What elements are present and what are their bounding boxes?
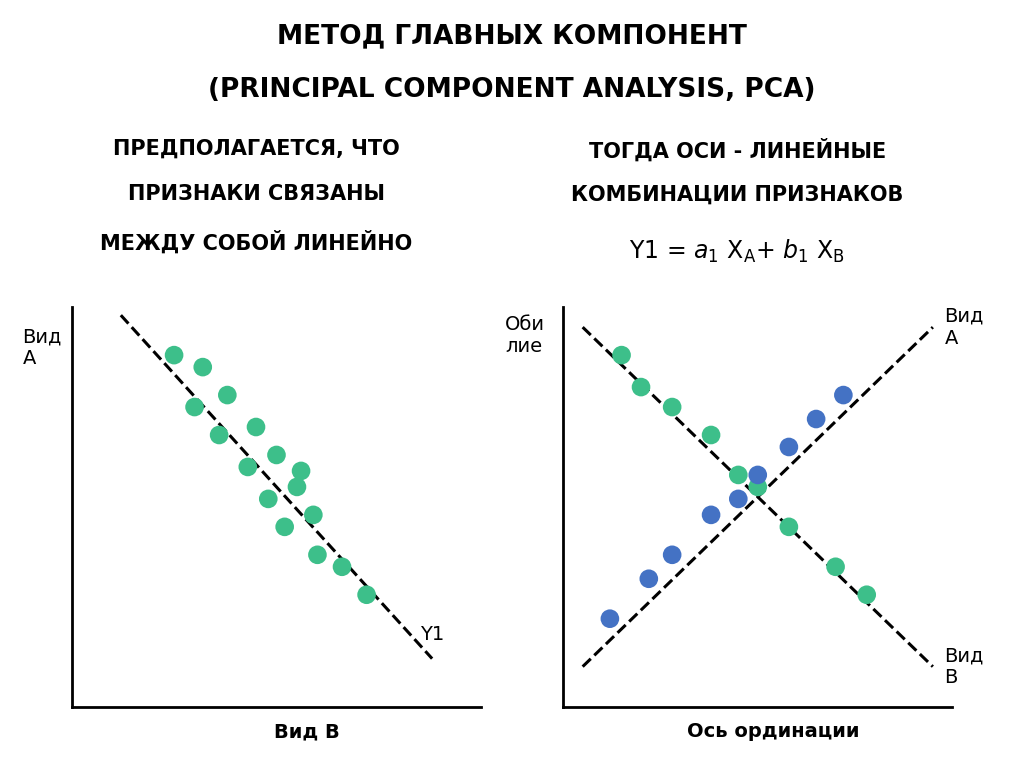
Text: Вид
А: Вид А <box>23 327 61 368</box>
Point <box>334 561 350 573</box>
Point <box>186 401 203 413</box>
Point <box>633 381 649 393</box>
Point <box>248 421 264 433</box>
Point <box>309 548 326 561</box>
Point <box>211 429 227 441</box>
Point <box>664 401 680 413</box>
Text: КОМБИНАЦИИ ПРИЗНАКОВ: КОМБИНАЦИИ ПРИЗНАКОВ <box>571 184 903 204</box>
Point <box>664 548 680 561</box>
Point <box>293 465 309 477</box>
Point <box>641 573 657 585</box>
Point <box>195 361 211 373</box>
Point <box>780 441 797 453</box>
Point <box>260 493 276 505</box>
Point <box>702 508 719 521</box>
Text: Вид
В: Вид В <box>944 646 984 687</box>
Point <box>276 521 293 533</box>
Point <box>613 349 630 361</box>
Point <box>808 413 824 425</box>
Point <box>730 493 746 505</box>
Point <box>305 508 322 521</box>
Point <box>702 429 719 441</box>
Point <box>858 588 874 601</box>
Text: Вид
А: Вид А <box>944 306 984 348</box>
Text: Вид В: Вид В <box>274 722 340 741</box>
Text: Y1: Y1 <box>420 625 444 644</box>
Text: Y1 = $a_1$ X$_\mathrm{A}$+ $b_1$ X$_\mathrm{B}$: Y1 = $a_1$ X$_\mathrm{A}$+ $b_1$ X$_\mat… <box>630 238 845 265</box>
Point <box>836 389 852 401</box>
Point <box>602 613 618 625</box>
Text: Оби
лие: Оби лие <box>505 315 545 356</box>
Text: (PRINCIPAL COMPONENT ANALYSIS, PCA): (PRINCIPAL COMPONENT ANALYSIS, PCA) <box>208 77 816 103</box>
Point <box>750 481 766 493</box>
Point <box>268 449 285 461</box>
Point <box>358 588 375 601</box>
Text: МЕЖДУ СОБОЙ ЛИНЕЙНО: МЕЖДУ СОБОЙ ЛИНЕЙНО <box>100 230 412 253</box>
Text: МЕТОД ГЛАВНЫХ КОМПОНЕНТ: МЕТОД ГЛАВНЫХ КОМПОНЕНТ <box>278 23 746 49</box>
Point <box>289 481 305 493</box>
Text: ТОГДА ОСИ - ЛИНЕЙНЫЕ: ТОГДА ОСИ - ЛИНЕЙНЫЕ <box>589 138 886 161</box>
Point <box>827 561 844 573</box>
Point <box>219 389 236 401</box>
Point <box>730 468 746 481</box>
Point <box>166 349 182 361</box>
Text: ПРЕДПОЛАГАЕТСЯ, ЧТО: ПРЕДПОЛАГАЕТСЯ, ЧТО <box>113 138 399 158</box>
Text: ПРИЗНАКИ СВЯЗАНЫ: ПРИЗНАКИ СВЯЗАНЫ <box>128 184 384 204</box>
Point <box>750 468 766 481</box>
Point <box>780 521 797 533</box>
Text: Ось ординации: Ось ординации <box>687 722 859 741</box>
Point <box>240 461 256 473</box>
